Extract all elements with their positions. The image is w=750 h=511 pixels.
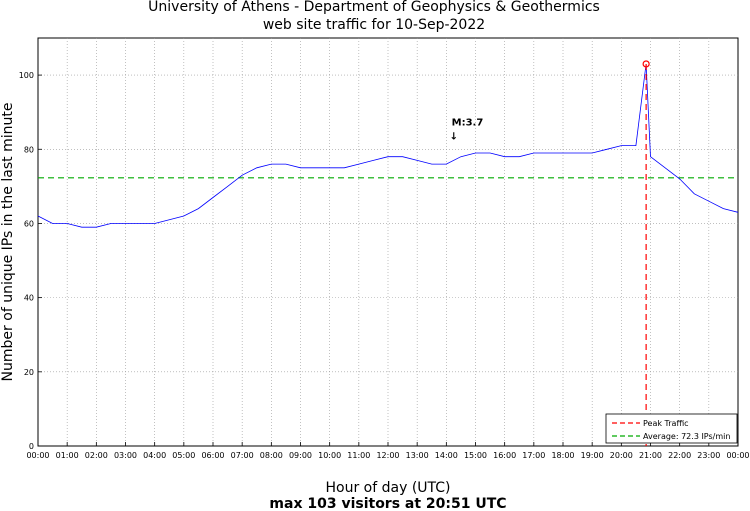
- y-tick-label: 20: [24, 368, 34, 377]
- x-tick-label: 14:00: [435, 451, 458, 460]
- chart-title: University of Athens - Department of Geo…: [148, 0, 600, 15]
- plot-area: 0 20 40 60 80 100 00:00 01:00 02:00 03:00 04:00 05…: [19, 37, 750, 460]
- x-tick-label: 19:00: [581, 451, 604, 460]
- chart-subtitle: web site traffic for 10-Sep-2022: [263, 17, 485, 33]
- y-axis-label: Number of unique IPs in the last minute: [0, 103, 16, 382]
- x-tick-label: 01:00: [56, 451, 79, 460]
- y-tick-label: 100: [19, 71, 34, 80]
- x-tick-label: 18:00: [551, 451, 574, 460]
- x-tick-label: 00:00: [726, 451, 749, 460]
- traffic-series-line: [37, 63, 739, 228]
- x-tick-label: 03:00: [114, 451, 137, 460]
- x-tick-label: 16:00: [493, 451, 516, 460]
- x-tick-label: 00:00: [26, 451, 49, 460]
- y-tick-label: 0: [29, 442, 34, 451]
- x-tick-label: 21:00: [639, 451, 662, 460]
- y-tick-label: 80: [24, 145, 34, 154]
- annotation-arrow: ↓: [450, 132, 458, 143]
- x-axis-label: Hour of day (UTC): [326, 480, 451, 496]
- x-tick-label: 12:00: [376, 451, 399, 460]
- x-ticks: 00:00 01:00 02:00 03:00 04:00 05:00 06:00 07:00…: [26, 442, 750, 460]
- x-tick-label: 17:00: [522, 451, 545, 460]
- x-tick-label: 15:00: [464, 451, 487, 460]
- x-tick-label: 08:00: [260, 451, 283, 460]
- x-tick-label: 02:00: [85, 451, 108, 460]
- x-tick-label: 20:00: [610, 451, 633, 460]
- x-tick-label: 11:00: [347, 451, 370, 460]
- x-tick-label: 10:00: [318, 451, 341, 460]
- x-tick-label: 05:00: [172, 451, 195, 460]
- y-tick-label: 60: [24, 219, 34, 228]
- legend: Peak Traffic Average: 72.3 IPs/min: [605, 413, 738, 444]
- y-ticks: 0 20 40 60 80 100: [19, 71, 42, 451]
- chart-caption: max 103 visitors at 20:51 UTC: [269, 496, 506, 511]
- legend-average-label: Average: 72.3 IPs/min: [643, 432, 730, 441]
- peak-marker: [642, 60, 650, 68]
- annotation-label: M:3.7: [452, 118, 484, 129]
- grid: [38, 38, 738, 446]
- legend-box: [605, 413, 738, 444]
- x-tick-label: 04:00: [143, 451, 166, 460]
- x-tick-label: 07:00: [231, 451, 254, 460]
- y-tick-label: 40: [24, 294, 34, 303]
- x-tick-label: 09:00: [289, 451, 312, 460]
- x-tick-label: 23:00: [697, 451, 720, 460]
- legend-peak-label: Peak Traffic: [643, 419, 689, 428]
- x-tick-label: 13:00: [406, 451, 429, 460]
- x-tick-label: 06:00: [201, 451, 224, 460]
- x-tick-label: 22:00: [668, 451, 691, 460]
